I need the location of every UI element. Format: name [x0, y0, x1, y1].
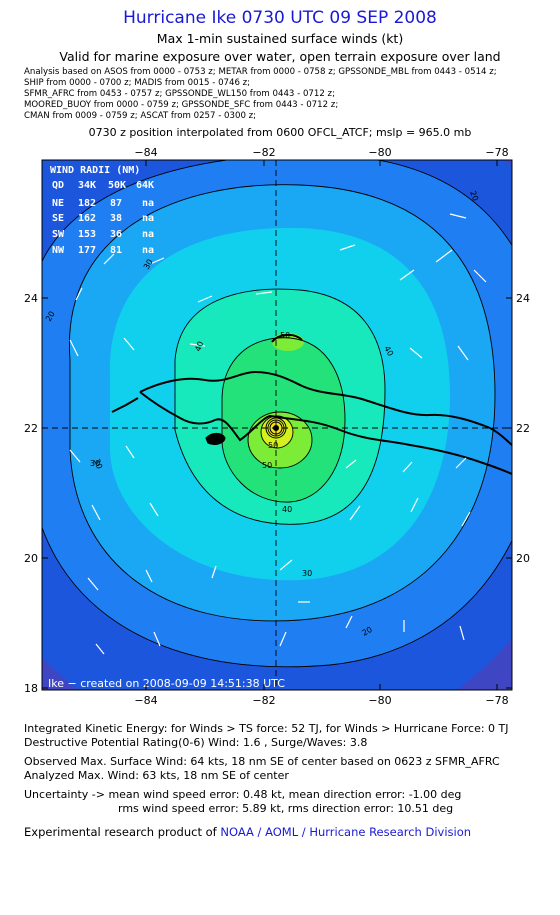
svg-text:36: 36 — [110, 229, 122, 240]
contour-label: 50 — [262, 461, 272, 470]
svg-text:na: na — [142, 198, 154, 209]
wind-radii-title: WIND RADII (NM) — [50, 165, 140, 176]
wind-radii-header-qd: QD — [52, 180, 64, 191]
svg-text:87: 87 — [110, 198, 122, 209]
map-credit: Ike − created on 2008-09-09 14:51:38 UTC — [48, 677, 285, 690]
svg-text:SE: SE — [52, 213, 64, 224]
contour-label: 40 — [193, 340, 205, 353]
lon-tick-label: −84 — [134, 694, 157, 707]
longitude-labels-bottom: −84 −82 −80 −78 — [134, 694, 508, 707]
svg-text:NW: NW — [52, 245, 65, 256]
contour-label: 30 — [302, 569, 312, 578]
wind-radii-row-nw: NW 177 81 na — [52, 245, 154, 256]
analysis-sources-line-5: CMAN from 0009 - 0759 z; ASCAT from 0257… — [24, 111, 257, 121]
analysis-sources-line-3: SFMR_AFRC from 0453 - 0757 z; GPSSONDE_W… — [24, 89, 335, 99]
observed-max-wind-line: Observed Max. Surface Wind: 64 kts, 18 n… — [24, 755, 500, 768]
svg-text:162: 162 — [78, 213, 96, 224]
hrd-link[interactable]: NOAA / AOML / Hurricane Research Divisio… — [220, 825, 472, 839]
wind-contours — [42, 160, 512, 690]
uncertainty-line-1: Uncertainty -> mean wind speed error: 0.… — [24, 788, 462, 801]
wind-vectors — [69, 213, 487, 655]
ike-energy-line: Integrated Kinetic Energy: for Winds > T… — [24, 722, 509, 735]
lon-tick-label: −82 — [252, 694, 275, 707]
lon-tick-label: −80 — [368, 694, 391, 707]
contour-label: 30 — [90, 459, 100, 468]
axis-ticks — [42, 160, 512, 690]
lon-tick-label: −82 — [252, 146, 275, 159]
contour-label: 20 — [468, 190, 480, 203]
latitude-labels-right: 24 22 20 — [516, 292, 530, 565]
uncertainty-line-2: rms wind speed error: 5.89 kt, rms direc… — [118, 802, 454, 815]
wind-radii-header-64k: 64K — [136, 180, 154, 191]
credit-prefix: Experimental research product of — [24, 825, 221, 839]
svg-text:153: 153 — [78, 229, 96, 240]
position-note: 0730 z position interpolated from 0600 O… — [88, 126, 472, 139]
svg-text:SW: SW — [52, 229, 65, 240]
contour-label: 50 — [280, 331, 290, 340]
wind-radii-table: WIND RADII (NM) QD 34K 50K 64K NE 182 87 n… — [50, 165, 154, 256]
contour-label: 20 — [44, 310, 57, 323]
lat-tick-label: 24 — [516, 292, 530, 305]
contour-labels: 20 20 30 30 30 40 40 50 50 50 40 30 20 — [44, 190, 480, 638]
contour-label: 20 — [361, 625, 374, 638]
svg-text:177: 177 — [78, 245, 96, 256]
svg-text:NE: NE — [52, 198, 64, 209]
research-credit: Experimental research product of NOAA / … — [24, 825, 471, 839]
svg-text:na: na — [142, 245, 154, 256]
destructive-potential-line: Destructive Potential Rating(0-6) Wind: … — [24, 736, 368, 749]
wind-radii-header-34k: 34K — [78, 180, 96, 191]
coastline-cuba — [111, 334, 512, 475]
lon-tick-label: −84 — [134, 146, 157, 159]
svg-text:na: na — [142, 229, 154, 240]
map-title: Hurricane Ike 0730 UTC 09 SEP 2008 — [123, 8, 437, 28]
analysis-sources-line-2: SHIP from 0000 - 0700 z; MADIS from 0015… — [24, 78, 251, 88]
contour-label: 50 — [268, 441, 278, 450]
latitude-labels-left: 24 22 20 18 — [24, 292, 38, 695]
lat-tick-label: 20 — [516, 552, 530, 565]
analysis-sources-line-4: MOORED_BUOY from 0000 - 0759 z; GPSSONDE… — [24, 100, 339, 110]
lon-tick-label: −78 — [485, 694, 508, 707]
map-subtitle: Max 1-min sustained surface winds (kt) — [156, 31, 404, 46]
svg-text:38: 38 — [110, 213, 122, 224]
lat-tick-label: 20 — [24, 552, 38, 565]
contour-label: 40 — [282, 505, 292, 514]
longitude-labels-top: −84 −82 −80 −78 — [134, 146, 508, 159]
wind-radii-row-sw: SW 153 36 na — [52, 229, 154, 240]
lon-tick-label: −80 — [368, 146, 391, 159]
analysis-sources-line-1: Analysis based on ASOS from 0000 - 0753 … — [24, 67, 497, 77]
center-crosshair — [42, 160, 512, 690]
wind-radii-row-se: SE 162 38 na — [52, 213, 154, 224]
svg-text:na: na — [142, 213, 154, 224]
svg-text:81: 81 — [110, 245, 122, 256]
svg-text:182: 182 — [78, 198, 96, 209]
wind-radii-header-50k: 50K — [108, 180, 126, 191]
wind-radii-row-ne: NE 182 87 na — [52, 198, 154, 209]
lon-tick-label: −78 — [485, 146, 508, 159]
contour-label: 40 — [382, 345, 395, 358]
contour-label: 30 — [92, 458, 104, 471]
lat-tick-label: 22 — [24, 422, 38, 435]
lat-tick-label: 18 — [24, 682, 38, 695]
analyzed-max-wind-line: Analyzed Max. Wind: 63 kts, 18 nm SE of … — [24, 769, 289, 782]
lat-tick-label: 22 — [516, 422, 530, 435]
contour-label: 30 — [142, 258, 155, 271]
wind-field-map: 20 20 30 30 30 40 40 50 50 50 40 30 20 W… — [24, 146, 530, 707]
validity-note: Valid for marine exposure over water, op… — [59, 49, 501, 64]
lat-tick-label: 24 — [24, 292, 38, 305]
plot-frame — [41, 159, 513, 691]
contour-lines — [42, 160, 512, 668]
